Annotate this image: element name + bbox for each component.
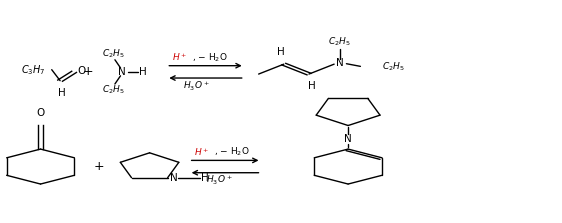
Text: $C_2H_5$: $C_2H_5$: [102, 48, 125, 60]
Text: O: O: [37, 108, 44, 118]
Text: H: H: [58, 88, 66, 98]
Text: , $-$ H$_2$O: , $-$ H$_2$O: [192, 51, 227, 64]
Text: N: N: [336, 58, 343, 68]
Text: H: H: [139, 67, 147, 77]
Text: +: +: [94, 160, 105, 173]
Text: O: O: [77, 66, 85, 76]
Text: H: H: [308, 81, 316, 91]
Text: $H_3O^+$: $H_3O^+$: [183, 80, 210, 93]
Text: N: N: [118, 67, 125, 77]
Text: $C_3H_7$: $C_3H_7$: [21, 63, 46, 76]
Text: N: N: [170, 173, 178, 183]
Text: $H^+$: $H^+$: [194, 146, 210, 158]
Text: $H_3O^+$: $H_3O^+$: [206, 174, 232, 188]
Text: , $-$ H$_2$O: , $-$ H$_2$O: [214, 146, 250, 159]
Text: $C_2H_5$: $C_2H_5$: [382, 60, 405, 73]
Text: H: H: [277, 47, 285, 57]
Text: N: N: [345, 134, 352, 144]
Text: $C_2H_5$: $C_2H_5$: [102, 83, 125, 96]
Text: +: +: [83, 65, 93, 78]
Text: $H^+$: $H^+$: [172, 52, 187, 63]
Text: $C_2H_5$: $C_2H_5$: [328, 36, 351, 48]
Text: H: H: [201, 173, 209, 183]
